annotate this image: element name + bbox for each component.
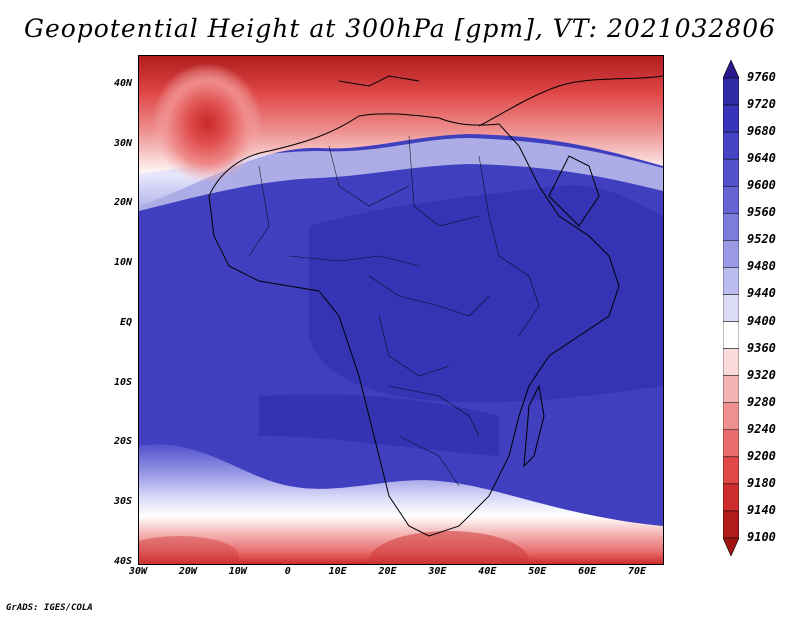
footer-credit: GrADS: IGES/COLA <box>6 603 93 613</box>
colorbar-tick-label: 9140 <box>747 502 776 517</box>
lon-tick-label: 10W <box>228 566 247 577</box>
lat-tick-label: 10S <box>113 376 132 388</box>
lon-tick-label: 60E <box>578 566 597 577</box>
colorbar-swatch <box>722 429 740 458</box>
lon-tick-label: 70E <box>628 566 647 577</box>
lon-tick-label: 20W <box>178 566 197 577</box>
colorbar-swatch <box>722 240 740 268</box>
lon-tick-label: 20E <box>378 566 397 577</box>
map-panel[interactable] <box>138 55 664 565</box>
country-borders <box>248 135 540 487</box>
colorbar-swatch <box>722 321 740 349</box>
colorbar-swatch <box>722 375 740 403</box>
colorbar-bottom-triangle <box>722 537 740 557</box>
colorbar-swatch <box>722 131 740 160</box>
colorbar-tick-label: 9360 <box>747 340 776 355</box>
lon-tick-label: 0 <box>284 566 291 577</box>
lat-tick-label: 30N <box>113 137 132 149</box>
colorbar <box>722 59 740 557</box>
colorbar-swatch <box>722 294 740 322</box>
colorbar-swatch <box>722 402 740 431</box>
lat-tick-label: 20S <box>113 436 132 448</box>
colorbar-swatch <box>722 185 740 214</box>
lon-tick-label: 30W <box>128 566 148 577</box>
colorbar-svg <box>722 59 740 557</box>
colorbar-swatch <box>722 213 740 241</box>
lon-tick-label: 10E <box>328 566 347 577</box>
colorbar-top-triangle <box>722 59 740 79</box>
colorbar-swatch <box>722 104 740 133</box>
colorbar-tick-label: 9520 <box>747 232 776 247</box>
colorbar-tick-label: 9400 <box>747 313 776 328</box>
colorbar-tick-label: 9180 <box>747 475 776 490</box>
colorbar-tick-label: 9280 <box>747 394 776 409</box>
colorbar-tick-label: 9720 <box>747 97 776 112</box>
page-title: Geopotential Height at 300hPa [gpm], VT:… <box>23 14 777 43</box>
lon-tick-label: 40E <box>478 566 497 577</box>
colorbar-tick-label: 9480 <box>747 259 776 274</box>
coastlines <box>208 75 663 537</box>
colorbar-tick-label: 9320 <box>747 367 776 382</box>
colorbar-swatch <box>722 348 740 376</box>
colorbar-tick-label: 9600 <box>747 178 776 193</box>
colorbar-swatch <box>722 158 740 187</box>
lat-tick-label: 20N <box>113 197 132 209</box>
colorbar-tick-label: 9640 <box>747 151 776 166</box>
lat-tick-label: 30S <box>113 496 132 508</box>
colorbar-swatch <box>722 456 740 485</box>
colorbar-swatch <box>722 267 740 295</box>
colorbar-tick-label: 9200 <box>747 448 776 463</box>
colorbar-swatch <box>722 510 740 539</box>
colorbar-tick-label: 9680 <box>747 124 776 139</box>
lon-tick-label: 50E <box>528 566 547 577</box>
colorbar-tick-label: 9100 <box>747 530 776 544</box>
colorbar-swatch <box>722 77 740 106</box>
colorbar-tick-label: 9440 <box>747 286 776 301</box>
colorbar-tick-label: 9760 <box>747 70 776 84</box>
lat-tick-label: 40S <box>113 556 132 567</box>
lat-tick-label: EQ <box>119 316 132 328</box>
lat-tick-label: 10N <box>113 257 132 269</box>
colorbar-swatch <box>722 483 740 512</box>
lat-tick-label: 40N <box>113 77 132 89</box>
geopotential-field <box>139 56 663 564</box>
colorbar-tick-label: 9560 <box>747 205 776 220</box>
colorbar-tick-label: 9240 <box>747 421 776 436</box>
lon-tick-label: 30E <box>428 566 447 577</box>
